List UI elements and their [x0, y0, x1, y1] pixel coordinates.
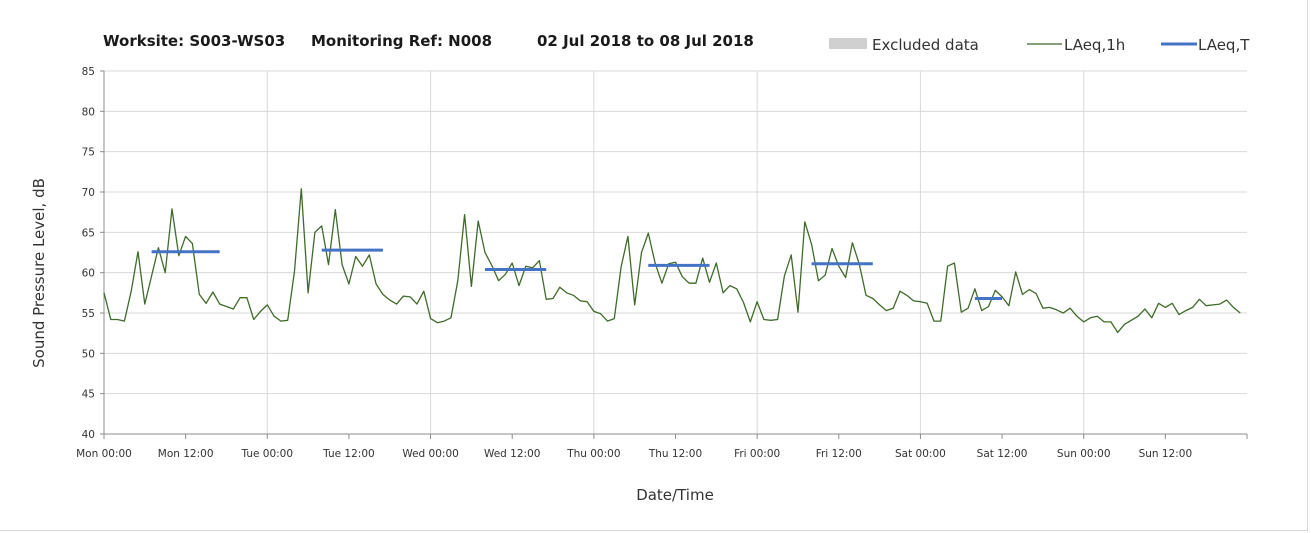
chart-title-monitoring-ref: Monitoring Ref: N008 — [311, 32, 492, 50]
chart-title-date-range: 02 Jul 2018 to 08 Jul 2018 — [537, 32, 754, 50]
x-tick-label: Wed 12:00 — [484, 448, 541, 460]
x-axis-label: Date/Time — [636, 486, 714, 504]
x-tick-label: Mon 00:00 — [76, 448, 132, 460]
x-tick-label: Fri 00:00 — [734, 448, 780, 460]
y-tick-label: 80 — [82, 106, 95, 118]
y-tick-label: 85 — [82, 66, 95, 78]
x-tick-label: Thu 12:00 — [648, 448, 702, 460]
chart-title-worksite: Worksite: S003-WS03 — [103, 32, 285, 50]
y-axis-ticks: 40 45 50 55 60 65 70 75 80 85 — [82, 66, 104, 441]
y-tick-label: 55 — [82, 308, 95, 320]
x-tick-label: Mon 12:00 — [158, 448, 214, 460]
x-tick-label: Sun 12:00 — [1139, 448, 1193, 460]
y-tick-label: 70 — [82, 187, 95, 199]
x-tick-label: Wed 00:00 — [402, 448, 459, 460]
legend-label-laeq-t: LAeq,T — [1198, 36, 1250, 54]
plot-grid — [103, 70, 1247, 435]
y-tick-label: 75 — [82, 147, 95, 159]
x-tick-label: Tue 12:00 — [322, 448, 375, 460]
x-tick-label: Tue 00:00 — [241, 448, 294, 460]
legend: Excluded data LAeq,1h LAeq,T — [829, 36, 1250, 54]
series-layer — [103, 188, 1241, 334]
x-axis-ticks: Mon 00:00 Mon 12:00 Tue 00:00 Tue 12:00 Wed … — [76, 434, 1248, 460]
x-tick-label: Sat 12:00 — [977, 448, 1028, 460]
x-tick-label: Thu 00:00 — [566, 448, 620, 460]
y-tick-label: 65 — [82, 227, 95, 239]
y-tick-label: 45 — [82, 389, 95, 401]
legend-swatch-excluded — [829, 38, 867, 49]
y-tick-label: 50 — [82, 348, 95, 360]
x-tick-label: Fri 12:00 — [816, 448, 862, 460]
x-tick-label: Sun 00:00 — [1057, 448, 1111, 460]
y-tick-label: 40 — [82, 429, 95, 441]
x-tick-label: Sat 00:00 — [895, 448, 946, 460]
series-line-laeq-1h — [103, 188, 1241, 334]
y-tick-label: 60 — [82, 268, 95, 280]
y-axis-label: Sound Pressure Level, dB — [30, 178, 48, 368]
legend-label-excluded: Excluded data — [872, 36, 979, 54]
legend-label-laeq-1h: LAeq,1h — [1064, 36, 1125, 54]
